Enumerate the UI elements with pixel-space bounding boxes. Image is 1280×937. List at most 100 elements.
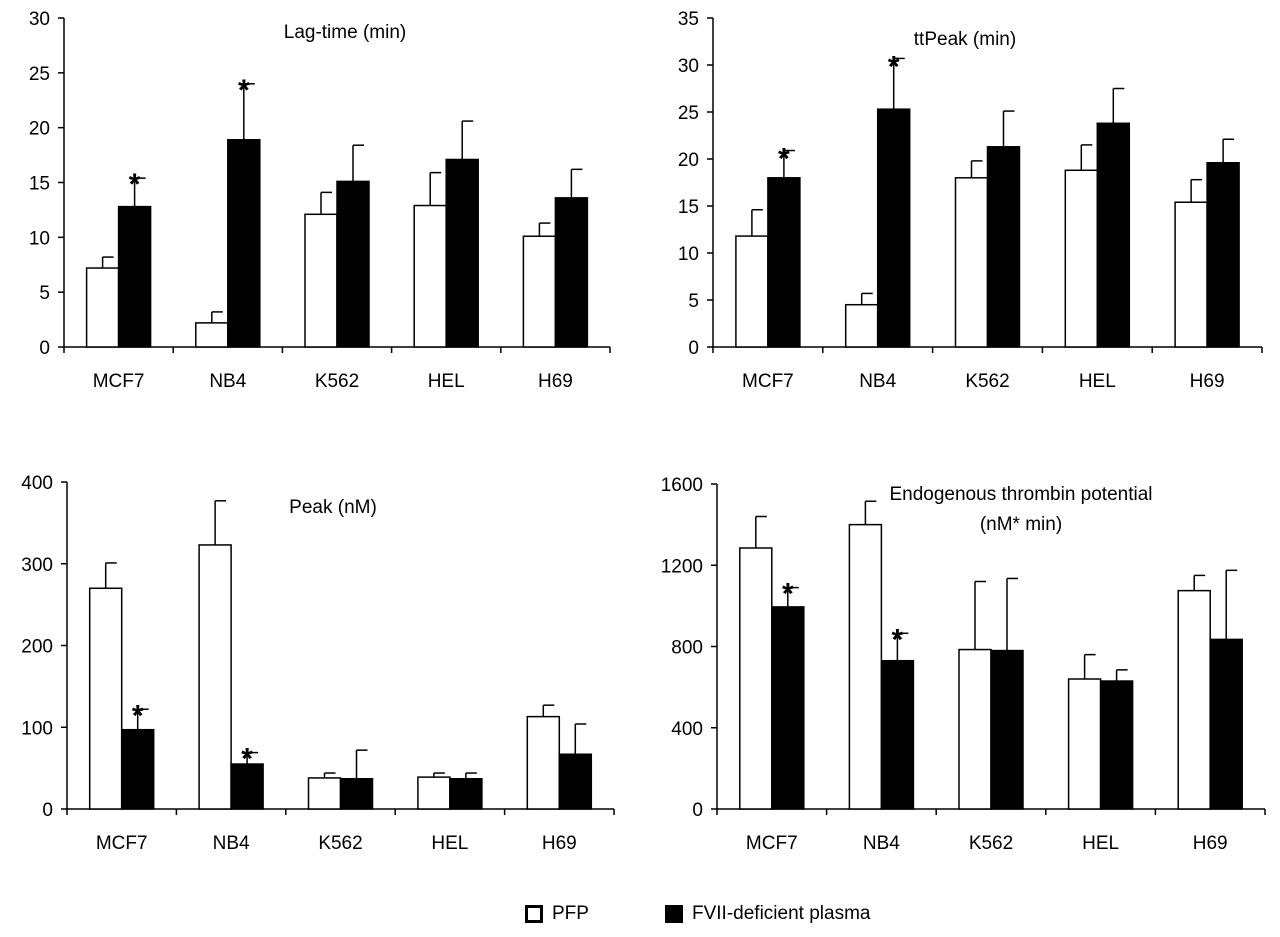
y-tick-label: 1600 (661, 475, 703, 496)
x-category-label: K562 (315, 371, 359, 392)
x-category-label: HEL (431, 833, 468, 854)
legend-label-pfp: PFP (552, 903, 589, 924)
y-tick-label: 10 (29, 228, 50, 249)
y-tick-label: 300 (21, 555, 53, 576)
bar-pfp (413, 204, 447, 348)
bar-fvii-deficient (120, 728, 155, 810)
y-tick-label: 10 (678, 244, 699, 265)
bar-pfp (848, 523, 883, 810)
bar-fvii-deficient (990, 649, 1024, 810)
x-category-label: H69 (538, 371, 573, 392)
bar-pfp (844, 303, 879, 348)
bar-fvii-deficient (880, 659, 915, 810)
x-category-label: MCF7 (742, 371, 794, 392)
chart-subtitle: (nM* min) (980, 514, 1062, 535)
chart-panel-4: 0 400 800 1200 1600 Endogenous thrombin poten… (661, 475, 1266, 854)
significance-star: * (129, 168, 141, 201)
x-category-label: NB4 (863, 833, 900, 854)
chart-title: Lag-time (min) (284, 22, 406, 43)
y-tick-label: 25 (29, 64, 50, 85)
bar-fvii-deficient (449, 778, 483, 810)
bar-pfp (958, 648, 992, 810)
legend-swatch-white (525, 905, 543, 923)
chart-title: ttPeak (min) (914, 29, 1016, 50)
x-category-label: K562 (969, 833, 1013, 854)
y-tick-label: 15 (678, 197, 699, 218)
legend-label-fvii: FVII-deficient plasma (692, 903, 871, 924)
x-category-label: K562 (965, 371, 1009, 392)
y-tick-label: 800 (671, 638, 703, 659)
bar-fvii-deficient (558, 753, 593, 810)
y-tick-label: 200 (21, 637, 53, 658)
y-tick-label: 30 (678, 56, 699, 77)
y-tick-label: 1200 (661, 556, 703, 577)
chart-panel-2: 0 5 10 15 20 25 30 35 ttPeak (min) MCF7 * NB4 * K562 H… (678, 9, 1263, 392)
y-tick-label: 5 (688, 291, 699, 312)
significance-star: * (888, 50, 900, 83)
y-tick-label: 30 (29, 9, 50, 30)
bar-fvii-deficient (1099, 680, 1134, 810)
chart-title: Peak (nM) (289, 497, 377, 518)
legend-item-fvii: FVII-deficient plasma (665, 896, 870, 932)
x-category-label: HEL (1082, 833, 1119, 854)
bar-pfp (417, 776, 451, 810)
bar-pfp (735, 235, 769, 348)
significance-star: * (132, 699, 144, 732)
bar-fvii-deficient (1206, 162, 1240, 348)
bar-fvii-deficient (986, 146, 1021, 348)
y-tick-label: 20 (678, 150, 699, 171)
y-tick-label: 400 (671, 719, 703, 740)
bar-pfp (307, 777, 342, 810)
significance-star: * (892, 623, 904, 656)
x-category-label: NB4 (859, 371, 896, 392)
bar-pfp (526, 715, 561, 810)
bar-pfp (198, 544, 232, 810)
significance-star: * (241, 743, 253, 776)
y-tick-label: 0 (692, 800, 703, 821)
bar-fvii-deficient (227, 138, 261, 348)
bar-pfp (954, 177, 989, 348)
y-tick-label: 0 (42, 800, 53, 821)
significance-star: * (778, 143, 790, 176)
y-tick-label: 0 (39, 338, 50, 359)
y-tick-label: 25 (678, 103, 699, 124)
y-tick-label: 5 (39, 283, 50, 304)
x-category-label: MCF7 (96, 833, 148, 854)
x-category-label: MCF7 (93, 371, 145, 392)
bar-pfp (88, 587, 123, 810)
y-tick-label: 15 (29, 174, 50, 195)
bar-pfp (1064, 169, 1099, 348)
y-tick-label: 0 (688, 338, 699, 359)
x-category-label: NB4 (213, 833, 250, 854)
x-category-label: H69 (1190, 371, 1225, 392)
significance-star: * (238, 74, 250, 107)
bar-pfp (304, 213, 338, 348)
bar-pfp (1067, 678, 1102, 810)
x-category-label: H69 (542, 833, 577, 854)
x-category-label: HEL (428, 371, 465, 392)
bar-fvii-deficient (339, 778, 374, 810)
chart-panel-3: 0 100 200 300 400 Peak (nM) MCF7 * NB4 * K562 HEL H6… (21, 473, 615, 854)
bar-fvii-deficient (771, 606, 805, 810)
y-tick-label: 35 (678, 9, 699, 30)
bar-pfp (739, 547, 773, 810)
bar-fvii-deficient (554, 197, 589, 348)
bar-pfp (85, 267, 120, 348)
significance-star: * (782, 578, 794, 611)
bar-fvii-deficient (767, 177, 801, 348)
chart-title: Endogenous thrombin potential (889, 484, 1152, 505)
legend: PFP FVII-deficient plasma (525, 896, 945, 932)
x-category-label: K562 (318, 833, 362, 854)
bar-fvii-deficient (230, 763, 264, 810)
y-tick-label: 400 (21, 473, 53, 494)
bar-fvii-deficient (445, 158, 479, 348)
bar-fvii-deficient (336, 180, 370, 348)
bar-fvii-deficient (876, 108, 911, 348)
chart-panel-1: 0 5 10 15 20 25 30 Lag-time (min) MCF7 * NB4 * K562 H… (29, 9, 611, 392)
x-category-label: MCF7 (746, 833, 798, 854)
legend-swatch-black (665, 905, 683, 923)
bar-pfp (1174, 201, 1208, 348)
bar-fvii-deficient (1209, 638, 1243, 810)
y-tick-label: 20 (29, 119, 50, 140)
